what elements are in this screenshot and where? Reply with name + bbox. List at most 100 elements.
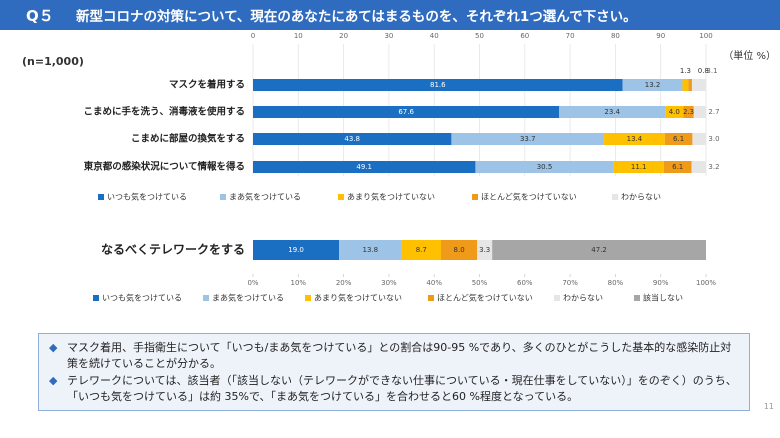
value-label: 6.1 bbox=[673, 135, 684, 143]
value-label: 19.0 bbox=[288, 246, 304, 254]
value-label: 3.3 bbox=[479, 246, 490, 254]
x-tick-label: 20 bbox=[339, 32, 348, 40]
x-tick-label: 70 bbox=[566, 32, 575, 40]
header-title: 新型コロナの対策について、現在のあなたにあてはまるものを、それぞれ1つ選んで下さ… bbox=[76, 9, 637, 25]
x-tick-label: 20% bbox=[336, 279, 352, 287]
value-label: 2.3 bbox=[683, 108, 694, 116]
value-label: 0.8 bbox=[698, 67, 709, 75]
bar-segment bbox=[665, 106, 684, 118]
legend-swatch bbox=[428, 295, 434, 301]
sample-size: (n=1,000) bbox=[22, 55, 84, 68]
bar-segment bbox=[692, 133, 706, 145]
value-label: 81.6 bbox=[430, 81, 446, 89]
bar-segment bbox=[682, 79, 689, 91]
bar-segment bbox=[663, 161, 692, 173]
note: マスク着用、手指衛生について「いつも/まあ気をつけている」との割合は90-95 … bbox=[49, 340, 739, 372]
legend-label: わからない bbox=[621, 193, 661, 202]
value-label: 1.3 bbox=[680, 67, 691, 75]
bar-segment bbox=[613, 161, 664, 173]
value-label: 13.2 bbox=[645, 81, 661, 89]
value-label: 8.7 bbox=[416, 246, 427, 254]
bar-segment bbox=[559, 106, 666, 118]
bar-segment bbox=[622, 79, 683, 91]
value-label: 30.5 bbox=[537, 163, 553, 171]
legend-label: あまり気をつけていない bbox=[314, 293, 402, 303]
bar-segment bbox=[688, 79, 692, 91]
legend-label: わからない bbox=[563, 294, 603, 303]
legend-swatch bbox=[472, 194, 478, 200]
x-tick-label: 0 bbox=[251, 32, 255, 40]
bar-segment bbox=[451, 133, 605, 145]
legend-label: 該当しない bbox=[643, 293, 683, 303]
x-tick-label: 10 bbox=[294, 32, 303, 40]
category-label: こまめに手を洗う、消毒液を使用する bbox=[83, 106, 245, 118]
bar-segment bbox=[693, 106, 706, 118]
category-label: なるべくテレワークをする bbox=[101, 243, 245, 257]
x-tick-label: 40 bbox=[430, 32, 439, 40]
question-number: Q５ bbox=[26, 6, 54, 25]
legend-swatch bbox=[612, 194, 618, 200]
legend-swatch bbox=[634, 295, 640, 301]
value-label: 33.7 bbox=[520, 135, 536, 143]
value-label: 47.2 bbox=[591, 246, 607, 254]
x-tick-label: 60% bbox=[517, 279, 533, 287]
x-tick-label: 90 bbox=[656, 32, 665, 40]
legend-swatch bbox=[554, 295, 560, 301]
x-tick-label: 0% bbox=[247, 279, 258, 287]
value-label: 43.8 bbox=[344, 135, 360, 143]
value-label: 3.1 bbox=[706, 67, 717, 75]
bar-segment bbox=[253, 161, 476, 173]
value-label: 13.8 bbox=[363, 246, 379, 254]
category-label: 東京都の感染状況について情報を得る bbox=[83, 161, 245, 173]
bar-segment bbox=[664, 133, 693, 145]
legend-label: ほとんど気をつけていない bbox=[437, 293, 533, 303]
bar-segment bbox=[253, 133, 452, 145]
bar-segment bbox=[253, 79, 623, 91]
value-label: 3.2 bbox=[708, 163, 719, 171]
bar-segment bbox=[475, 161, 614, 173]
legend-swatch bbox=[93, 295, 99, 301]
page-number: 11 bbox=[763, 402, 774, 411]
note: テレワークについては、該当者（「該当しない（テレワークができない仕事についている… bbox=[49, 373, 739, 405]
value-label: 4.0 bbox=[669, 108, 680, 116]
unit-label: （単位 %） bbox=[723, 49, 776, 62]
legend-swatch bbox=[220, 194, 226, 200]
category-label: こまめに部屋の換気をする bbox=[131, 133, 245, 145]
x-tick-label: 80 bbox=[611, 32, 620, 40]
x-tick-label: 100 bbox=[699, 32, 712, 40]
header: Q５ 新型コロナの対策について、現在のあなたにあてはまるものを、それぞれ1つ選ん… bbox=[0, 0, 780, 30]
x-tick-label: 60 bbox=[520, 32, 529, 40]
x-tick-label: 50% bbox=[472, 279, 488, 287]
value-label: 23.4 bbox=[604, 108, 620, 116]
legend-label: ほとんど気をつけていない bbox=[481, 192, 577, 202]
legend-swatch bbox=[338, 194, 344, 200]
category-label: マスクを着用する bbox=[169, 79, 245, 91]
legend-label: いつも気をつけている bbox=[102, 293, 182, 303]
legend-label: まあ気をつけている bbox=[229, 192, 301, 202]
legend-swatch bbox=[98, 194, 104, 200]
legend-swatch bbox=[305, 295, 311, 301]
value-label: 11.1 bbox=[631, 163, 647, 171]
bar-segment bbox=[492, 240, 706, 260]
x-tick-label: 70% bbox=[562, 279, 578, 287]
value-label: 8.0 bbox=[454, 246, 465, 254]
x-tick-label: 30% bbox=[381, 279, 397, 287]
legend-label: あまり気をつけていない bbox=[347, 192, 435, 202]
bar-segment bbox=[440, 240, 478, 260]
bar-segment bbox=[253, 240, 340, 260]
value-label: 6.1 bbox=[672, 163, 683, 171]
value-label: 2.7 bbox=[708, 108, 719, 116]
legend-label: いつも気をつけている bbox=[107, 192, 187, 202]
bar-segment bbox=[253, 106, 560, 118]
x-tick-label: 40% bbox=[426, 279, 442, 287]
bar-segment bbox=[683, 106, 694, 118]
bar-segment bbox=[477, 240, 493, 260]
x-tick-label: 80% bbox=[608, 279, 624, 287]
bar-segment bbox=[604, 133, 665, 145]
value-label: 67.6 bbox=[398, 108, 414, 116]
value-label: 13.4 bbox=[627, 135, 643, 143]
value-label: 3.0 bbox=[708, 135, 719, 143]
x-tick-label: 90% bbox=[653, 279, 669, 287]
